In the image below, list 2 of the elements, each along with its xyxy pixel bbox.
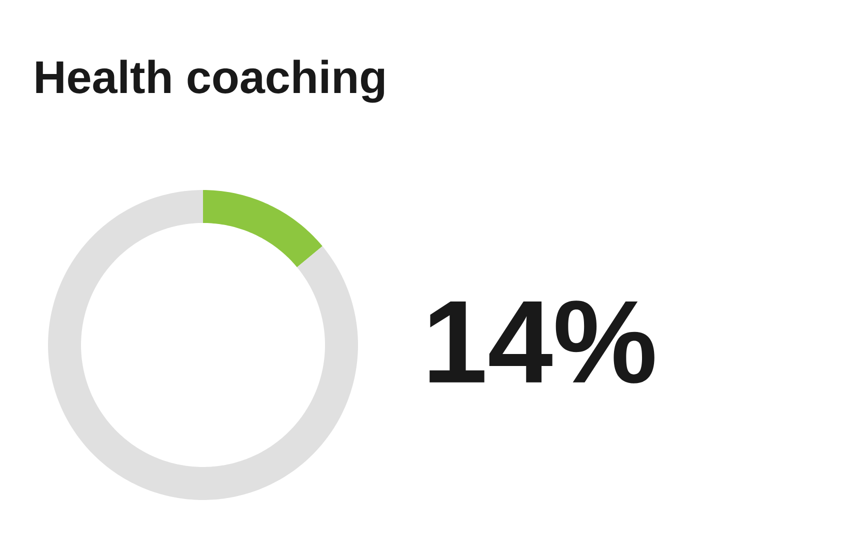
text: 14% <box>430 300 654 384</box>
chart-title: Health coaching <box>36 60 384 103</box>
